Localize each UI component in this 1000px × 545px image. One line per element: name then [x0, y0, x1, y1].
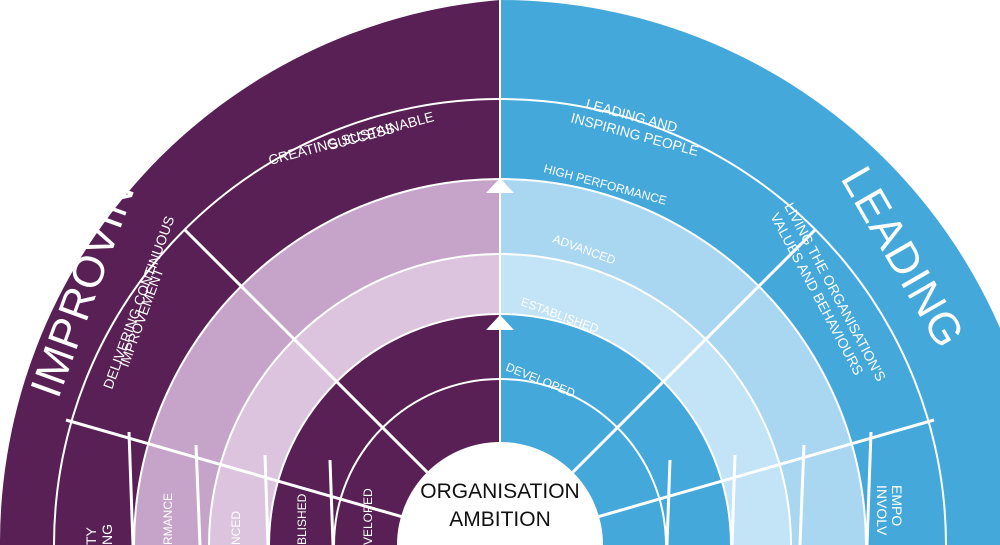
level-left-developed-partial: VELOPED — [361, 488, 375, 545]
svg-text:INVOLV: INVOLV — [874, 485, 890, 536]
svg-text:EMPO: EMPO — [889, 485, 905, 526]
segment-right-bottom-partial: EMPO INVOLV — [874, 485, 905, 536]
segment-dividers — [65, 0, 935, 545]
svg-text:NG: NG — [99, 524, 115, 545]
centre-label-line-2: AMBITION — [449, 508, 551, 531]
centre-label-line-1: ORGANISATION — [420, 480, 579, 503]
svg-text:TY: TY — [83, 526, 99, 545]
level-left-established-partial: BLISHED — [295, 493, 309, 545]
level-left-high-partial: RMANCE — [161, 493, 175, 545]
segment-left-bottom-partial: TY NG — [83, 524, 115, 545]
level-left-advanced-partial: NCED — [229, 511, 243, 545]
arrow-notches — [486, 178, 514, 330]
